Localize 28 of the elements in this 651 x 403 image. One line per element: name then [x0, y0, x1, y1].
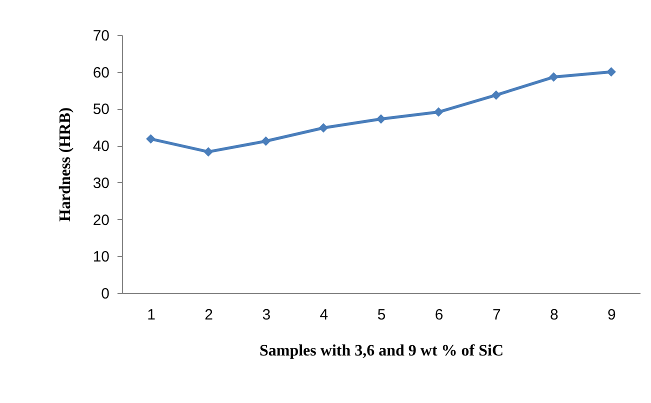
y-tick-label: 40: [92, 138, 110, 156]
x-tick-label: 6: [434, 306, 444, 324]
y-axis-title: Hardness (HRB): [56, 107, 74, 222]
y-tick-label: 50: [92, 101, 110, 118]
x-tick-label: 1: [147, 306, 156, 324]
point: [318, 123, 328, 133]
point: [491, 90, 501, 100]
x-tick-label: 3: [262, 306, 271, 324]
point: [434, 107, 444, 117]
x-tick-label: 9: [608, 306, 616, 324]
point: [548, 72, 558, 82]
y-tick-label: 70: [92, 28, 110, 44]
y-tick-label: 60: [92, 64, 110, 82]
y-tick-label: 0: [101, 286, 110, 302]
point: [606, 67, 616, 77]
x-tick-label: 2: [204, 306, 214, 324]
x-tick-label: 4: [320, 306, 328, 324]
x-tick-label: 5: [377, 306, 386, 324]
y-tick-label: 20: [92, 212, 110, 229]
point: [261, 136, 271, 146]
y-tick-label: 30: [92, 174, 110, 192]
x-tick-label: 8: [550, 306, 558, 324]
point: [376, 114, 386, 124]
point: [204, 147, 214, 157]
point: [146, 134, 156, 144]
x-axis-title: Samples with 3,6 and 9 wt % of SiC: [259, 342, 504, 360]
x-tick-label: 7: [492, 306, 501, 324]
y-tick-label: 10: [92, 248, 110, 266]
